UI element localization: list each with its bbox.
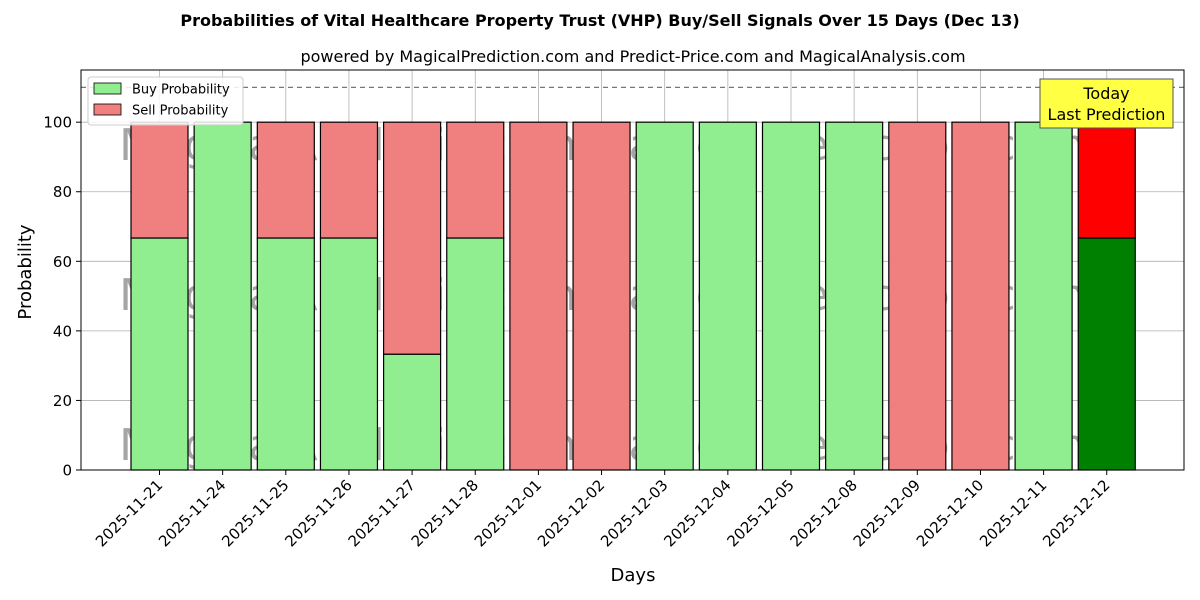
x-tick-label: 2025-12-10 (913, 476, 987, 550)
x-tick-label: 2025-12-08 (787, 476, 861, 550)
x-tick-label: 2025-12-01 (471, 476, 545, 550)
sell-bar (1077, 121, 1136, 239)
legend-swatch (93, 103, 122, 116)
legend-swatch (93, 82, 122, 95)
x-tick-label: 2025-12-03 (597, 476, 671, 550)
buy-bar (193, 121, 252, 471)
x-tick-label: 2025-12-05 (723, 476, 797, 550)
x-tick-label: 2025-12-09 (850, 476, 924, 550)
buy-bar (383, 353, 442, 471)
y-tick-label: 0 (62, 462, 72, 480)
legend-label: Sell Probability (132, 104, 229, 119)
y-axis-label: Probability (15, 224, 36, 319)
buy-bar (130, 237, 189, 471)
sell-bar (446, 121, 505, 239)
sell-bar (383, 121, 442, 355)
buy-bar (825, 121, 884, 471)
sell-bar (319, 121, 379, 239)
x-tick-label: 2025-11-27 (345, 476, 419, 550)
buy-bar (635, 121, 694, 471)
sell-bar (951, 121, 1010, 471)
sell-bar (256, 121, 315, 239)
buy-bar (256, 237, 315, 471)
buy-bar (319, 237, 379, 471)
bars (130, 121, 1136, 471)
legend: Buy Probability Sell Probability (87, 76, 244, 126)
x-axis-label: Days (611, 565, 656, 586)
y-tick-label: 80 (53, 183, 72, 201)
sell-bar (888, 121, 947, 471)
x-tick-label: 2025-11-28 (408, 476, 482, 550)
chart-title: Probabilities of Vital Healthcare Proper… (180, 11, 1019, 30)
legend-label: Buy Probability (132, 83, 230, 98)
buy-bar (1077, 237, 1136, 471)
x-tick-label: 2025-12-12 (1039, 476, 1113, 550)
x-tick-label: 2025-11-25 (218, 476, 292, 550)
sell-bar (509, 121, 568, 471)
x-axis-ticks: 2025-11-212025-11-242025-11-252025-11-26… (92, 470, 1114, 550)
y-tick-label: 20 (53, 392, 72, 410)
x-tick-label: 2025-11-24 (155, 476, 229, 550)
y-tick-label: 40 (53, 322, 72, 340)
y-tick-label: 100 (43, 114, 72, 132)
buy-bar (698, 121, 757, 471)
x-tick-label: 2025-12-02 (534, 476, 608, 550)
today-annotation: Today Last Prediction (1039, 78, 1174, 129)
chart-subtitle: powered by MagicalPrediction.com and Pre… (300, 47, 965, 66)
buy-bar (1014, 121, 1073, 471)
legend-box (87, 76, 244, 126)
x-tick-label: 2025-11-26 (281, 476, 355, 550)
annotation-text: Today (1082, 84, 1129, 103)
y-tick-label: 60 (53, 253, 72, 271)
plot-frame (80, 69, 1185, 471)
x-tick-label: 2025-12-11 (976, 476, 1050, 550)
buy-bar (761, 121, 821, 471)
x-tick-label: 2025-11-21 (92, 476, 166, 550)
x-tick-label: 2025-12-04 (660, 476, 734, 550)
annotation-box (1039, 78, 1174, 129)
sell-bar (130, 121, 189, 239)
annotation-text: Last Prediction (1048, 105, 1166, 124)
buy-bar (446, 237, 505, 471)
y-axis-ticks: 0 20 40 60 80 100 (43, 114, 81, 480)
sell-bar (572, 121, 631, 471)
